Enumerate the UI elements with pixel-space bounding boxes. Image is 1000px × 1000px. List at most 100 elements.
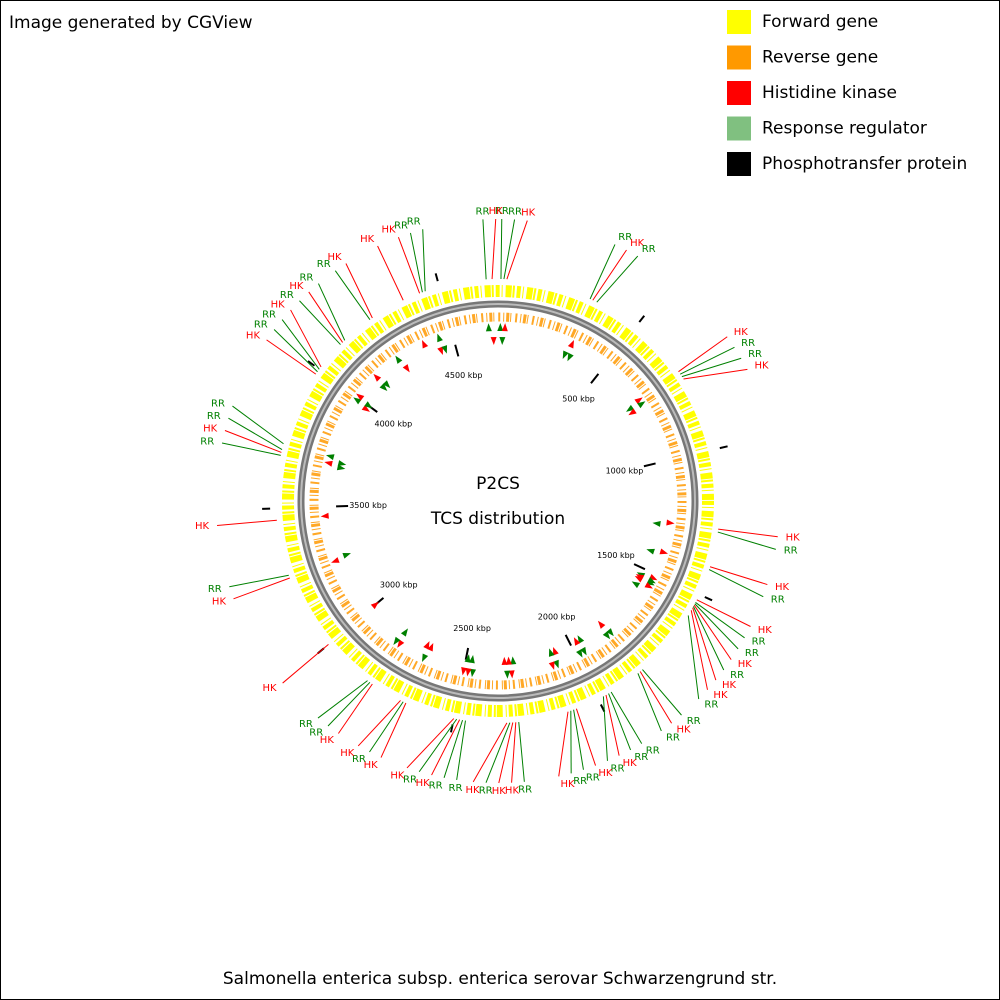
feature-label: HK bbox=[786, 533, 801, 544]
legend-label: Histidine kinase bbox=[762, 83, 897, 103]
feature-line bbox=[482, 219, 487, 280]
feature-line bbox=[221, 442, 281, 456]
feature-label: RR bbox=[407, 217, 421, 228]
feature-marker bbox=[637, 401, 646, 409]
feature-marker bbox=[461, 666, 468, 676]
map-subtitle: TCS distribution bbox=[430, 509, 565, 529]
feature-line bbox=[357, 700, 401, 747]
feature-label: HK bbox=[465, 785, 480, 796]
feature-label: RR bbox=[741, 338, 755, 349]
kbp-label: 1000 kbp bbox=[606, 466, 644, 475]
feature-line bbox=[690, 610, 708, 690]
feature-label: HK bbox=[623, 758, 638, 769]
feature-line bbox=[422, 229, 426, 292]
legend-label: Phosphotransfer protein bbox=[762, 154, 967, 174]
feature-marker bbox=[497, 323, 504, 332]
feature-marker bbox=[397, 639, 405, 648]
feature-label: RR bbox=[666, 732, 680, 743]
feature-label: RR bbox=[642, 244, 656, 255]
feature-label: HK bbox=[560, 779, 575, 790]
feature-label: RR bbox=[771, 594, 785, 605]
feature-marker bbox=[602, 631, 611, 640]
feature-marker bbox=[356, 393, 365, 401]
feature-marker bbox=[370, 601, 379, 610]
feature-label: HK bbox=[630, 238, 645, 249]
feature-label: RR bbox=[634, 752, 648, 763]
feature-label: HK bbox=[754, 361, 769, 372]
feature-label: RR bbox=[309, 727, 323, 738]
feature-marker bbox=[628, 408, 637, 416]
feature-line bbox=[472, 722, 508, 783]
feature-label: RR bbox=[317, 259, 331, 270]
feature-line bbox=[718, 528, 778, 538]
feature-line bbox=[232, 405, 284, 445]
feature-label: HK bbox=[360, 234, 375, 245]
feature-line bbox=[377, 245, 404, 301]
kbp-tick bbox=[590, 373, 600, 384]
feature-label: HK bbox=[505, 786, 520, 797]
feature-marker bbox=[364, 401, 373, 409]
feature-line bbox=[369, 701, 404, 753]
feature-line bbox=[637, 673, 662, 732]
feature-line bbox=[491, 218, 497, 280]
feature-label: HK bbox=[340, 748, 355, 759]
feature-marker bbox=[553, 659, 559, 669]
kbp-tick bbox=[454, 344, 460, 357]
feature-label: HK bbox=[416, 778, 431, 789]
feature-label: RR bbox=[745, 648, 759, 659]
feature-marker bbox=[470, 668, 477, 678]
feature-marker bbox=[336, 464, 346, 471]
feature-line bbox=[693, 604, 732, 660]
outer-tick bbox=[434, 273, 439, 282]
feature-label: RR bbox=[573, 776, 587, 787]
feature-line bbox=[639, 671, 673, 724]
kbp-label: 4000 kbp bbox=[374, 419, 412, 428]
feature-line bbox=[406, 718, 455, 769]
footer: Salmonella enterica subsp. enterica sero… bbox=[223, 969, 777, 989]
feature-marker bbox=[441, 345, 448, 354]
feature-line bbox=[717, 531, 776, 550]
feature-line bbox=[687, 615, 700, 700]
feature-marker bbox=[402, 364, 410, 373]
feature-line bbox=[511, 722, 517, 783]
feature-line bbox=[317, 283, 346, 341]
feature-line bbox=[281, 319, 320, 370]
feature-label: RR bbox=[784, 546, 798, 557]
kbp-label: 2500 kbp bbox=[453, 624, 491, 633]
feature-label: RR bbox=[211, 398, 225, 409]
feature-line bbox=[334, 270, 371, 320]
legend-label: Response regulator bbox=[762, 119, 927, 139]
feature-line bbox=[681, 357, 742, 378]
feature-line bbox=[380, 702, 407, 758]
feature-line bbox=[596, 255, 639, 303]
feature-marker bbox=[597, 620, 606, 629]
feature-marker bbox=[504, 670, 511, 679]
feature-marker bbox=[510, 656, 517, 665]
feature-label: HK bbox=[364, 760, 379, 771]
feature-label: RR bbox=[352, 754, 366, 765]
feature-marker bbox=[606, 628, 614, 637]
feature-marker bbox=[342, 553, 351, 559]
feature-line bbox=[229, 574, 289, 588]
feature-label: RR bbox=[403, 774, 417, 785]
feature-marker bbox=[646, 548, 655, 555]
feature-label: HK bbox=[382, 225, 397, 236]
feature-line bbox=[443, 719, 464, 778]
feature-marker bbox=[437, 333, 443, 343]
feature-line bbox=[224, 430, 282, 453]
legend-swatch bbox=[727, 152, 751, 176]
feature-marker bbox=[634, 397, 643, 405]
feature-line bbox=[485, 722, 511, 783]
feature-line bbox=[692, 606, 725, 671]
feature-marker bbox=[361, 404, 370, 412]
reverse-gene-ring bbox=[309, 312, 687, 690]
feature-label: RR bbox=[207, 411, 221, 422]
feature-marker bbox=[353, 397, 362, 405]
feature-label: RR bbox=[208, 584, 222, 595]
feature-label: RR bbox=[730, 670, 744, 681]
feature-line bbox=[503, 219, 516, 280]
kbp-tick bbox=[564, 634, 572, 647]
feature-line bbox=[695, 602, 745, 639]
feature-line bbox=[610, 691, 643, 744]
